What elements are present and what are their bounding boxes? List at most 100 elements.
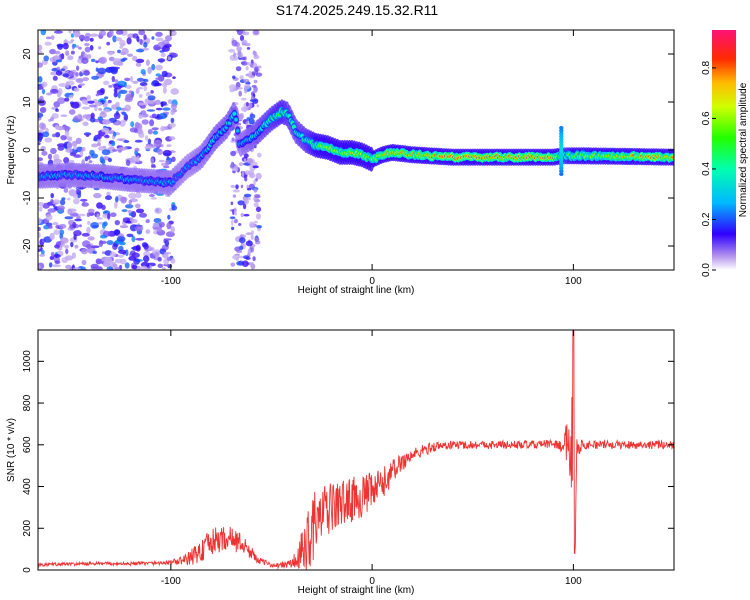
- spectrogram-noise-blob: [144, 135, 149, 141]
- y-tick-label: 800: [22, 394, 33, 411]
- spectrogram-noise-blob: [231, 219, 234, 226]
- spectrogram-noise-blob: [106, 41, 111, 46]
- spectrogram-noise-blob: [57, 145, 65, 151]
- spectrogram-noise-blob: [111, 141, 116, 147]
- spectrogram-noise-blob: [54, 50, 61, 55]
- snr-series-line: [38, 330, 674, 570]
- spectrogram-noise-blob: [39, 122, 45, 130]
- spectrogram-noise-blob: [101, 204, 106, 211]
- spectrogram-noise-blob: [161, 70, 168, 78]
- spectrogram-noise-blob: [172, 76, 176, 79]
- spectrogram-noise-blob: [72, 193, 79, 198]
- spectrogram-noise-blob: [76, 229, 81, 235]
- spectrogram-noise-blob: [98, 217, 103, 220]
- spectrogram-noise-blob: [55, 132, 61, 138]
- spectrogram-noise-blob: [39, 253, 46, 257]
- spectrogram-noise-blob: [237, 255, 245, 259]
- spectrogram-noise-blob: [157, 263, 164, 268]
- spectrogram-noise-blob: [73, 32, 80, 38]
- spectrogram-noise-blob: [82, 114, 92, 119]
- spectrogram-noise-blob: [84, 156, 89, 162]
- spectrogram-noise-blob: [135, 88, 140, 95]
- spectrogram-noise-blob: [38, 206, 43, 212]
- spectrogram-noise-blob: [255, 206, 262, 213]
- spectrogram-noise-blob: [38, 226, 41, 232]
- spectrogram-noise-blob: [131, 235, 136, 243]
- spectrogram-noise-blob: [54, 244, 60, 249]
- spectrogram-noise-blob: [52, 221, 59, 226]
- snr-xlabel: Height of straight line (km): [298, 585, 415, 596]
- spectrogram-noise-blob: [131, 55, 138, 62]
- spectrogram-ridge-cell: [232, 112, 236, 116]
- spectrogram-noise-blob: [251, 85, 257, 88]
- spectrogram-ridge-cell: [234, 118, 238, 121]
- spectrogram-noise-blob: [147, 129, 153, 135]
- spectrogram-noise-blob: [125, 84, 132, 89]
- spectrogram-noise-blob: [119, 225, 129, 229]
- spectrogram-noise-blob: [236, 46, 243, 52]
- spectrogram-noise-blob: [153, 139, 162, 147]
- spectrogram-noise-blob: [50, 116, 54, 122]
- spectrogram-noise-blob: [74, 244, 79, 249]
- spectrogram-noise-blob: [101, 149, 111, 156]
- spectrogram-noise-blob: [171, 205, 178, 211]
- spectrogram-noise-blob: [90, 58, 96, 63]
- spectrogram-noise-blob: [108, 84, 113, 88]
- spectrogram-noise-blob: [97, 67, 107, 75]
- spectrogram-noise-blob: [242, 260, 249, 268]
- spectrogram-noise-blob: [165, 35, 172, 42]
- spectrogram-noise-blob: [156, 226, 162, 233]
- spectrogram-noise-blob: [138, 30, 146, 36]
- spectrogram-noise-blob: [100, 111, 106, 115]
- spectrogram-noise-blob: [245, 66, 249, 71]
- spectrogram-noise-blob: [253, 188, 258, 193]
- spectrogram-noise-blob: [40, 145, 46, 152]
- spectrogram-noise-blob: [143, 41, 148, 48]
- spectrogram-noise-blob: [114, 88, 118, 93]
- spectrogram-ridge-cell: [236, 129, 240, 132]
- spectrogram-noise-blob: [72, 267, 81, 270]
- spectrogram-noise-blob: [155, 77, 162, 80]
- spectrogram-noise-blob: [98, 46, 102, 50]
- spectrogram-noise-blob: [232, 167, 237, 171]
- y-tick-label: 600: [22, 436, 33, 453]
- spectrogram-noise-blob: [238, 122, 241, 126]
- spectrogram-noise-blob: [110, 212, 117, 217]
- spectrogram-noise-blob: [150, 157, 155, 164]
- spectrogram-noise-blob: [141, 113, 149, 118]
- spectrogram-noise-blob: [87, 208, 95, 214]
- spectrogram-noise-blob: [152, 130, 159, 135]
- spectrogram-noise-blob: [239, 75, 244, 80]
- spectrogram-noise-blob: [70, 50, 75, 55]
- spectrogram-noise-blob: [50, 199, 54, 205]
- spectrogram-noise-blob: [243, 198, 250, 205]
- spectrogram-noise-blob: [38, 99, 46, 106]
- spectrogram-noise-blob: [140, 265, 148, 270]
- spectrogram-noise-blob: [231, 226, 235, 231]
- spectrogram-noise-blob: [80, 150, 84, 158]
- spectrogram-noise-blob: [141, 119, 149, 125]
- spectrogram-noise-blob: [142, 47, 150, 51]
- spectrogram-noise-blob: [99, 30, 107, 37]
- spectrogram-noise-blob: [113, 91, 118, 98]
- spectrogram-noise-blob: [160, 127, 166, 131]
- spectrogram-noise-blob: [90, 153, 99, 159]
- spectrogram-noise-blob: [142, 78, 149, 83]
- x-tick-label: 0: [369, 576, 375, 587]
- spectrogram-noise-blob: [81, 259, 87, 266]
- spectrogram-noise-blob: [131, 247, 136, 250]
- spectrogram-noise-blob: [77, 213, 86, 217]
- spectrogram-noise-blob: [44, 41, 52, 46]
- spectrogram-noise-blob: [65, 50, 70, 56]
- y-tick-label: 10: [22, 96, 33, 108]
- spectrogram-noise-blob: [135, 62, 142, 67]
- spectrogram-noise-blob: [70, 241, 74, 248]
- spectrogram-spike-cell: [559, 166, 564, 171]
- spectrogram-noise-blob: [108, 30, 114, 37]
- spectrogram-noise-blob: [154, 46, 163, 50]
- spectrogram-noise-blob: [95, 258, 103, 265]
- spectrogram-noise-blob: [54, 260, 61, 264]
- spectrogram-noise-blob: [77, 113, 83, 120]
- spectrogram-noise-blob: [166, 256, 172, 261]
